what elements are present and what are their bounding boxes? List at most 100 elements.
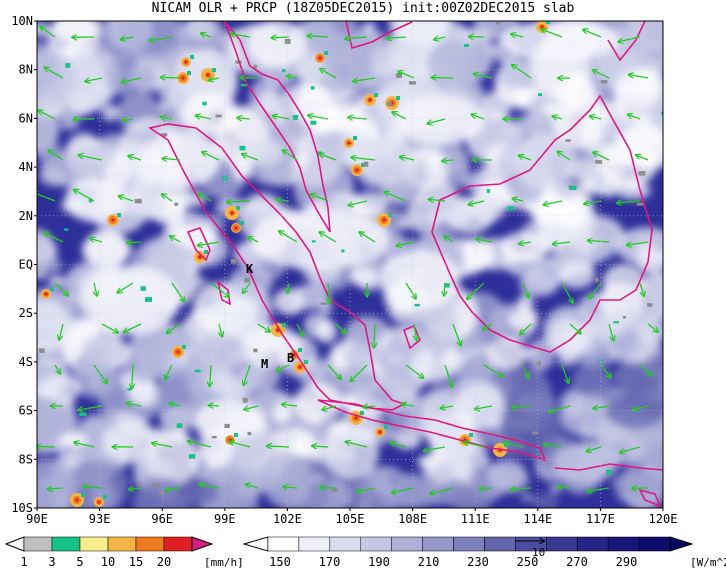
wind-arrow <box>117 282 134 293</box>
wind-arrow <box>633 405 649 410</box>
olr-color-swatch <box>607 536 640 552</box>
wind-arrow <box>129 488 142 489</box>
coast-se <box>638 488 662 508</box>
grid-lines <box>37 21 663 508</box>
wind-arrow <box>593 70 610 79</box>
wind-arrow <box>583 30 602 38</box>
wind-arrow <box>40 27 56 38</box>
wind-arrow <box>149 36 173 41</box>
wind-arrow <box>350 364 368 381</box>
precip-scale-label: 20 <box>157 555 171 569</box>
wind-arrow <box>357 487 376 492</box>
reference-vector-label: 10 <box>532 546 545 559</box>
wind-arrow <box>374 323 375 348</box>
lon-tick-label: 117E <box>586 512 615 526</box>
wind-arrow <box>201 33 212 37</box>
wind-arrow <box>504 442 524 448</box>
wind-arrow <box>430 487 454 494</box>
lon-tick-label: 96E <box>151 512 173 526</box>
wind-arrow <box>429 199 446 201</box>
wind-arrow <box>442 160 454 161</box>
coast-ne <box>607 21 646 62</box>
precip-color-swatch <box>51 536 81 552</box>
wind-arrow <box>90 238 103 242</box>
wind-arrow <box>219 323 222 337</box>
precip-color-swatch <box>163 536 193 552</box>
wind-arrow <box>132 364 133 388</box>
wind-arrow <box>166 488 181 490</box>
wind-arrow <box>161 117 173 119</box>
wind-arrow <box>271 37 290 38</box>
wind-arrow <box>209 78 220 80</box>
wind-arrow <box>79 155 103 161</box>
wind-arrow <box>511 488 532 489</box>
wind-arrow <box>188 441 212 448</box>
wind-arrow <box>162 194 173 202</box>
precip-color-swatch <box>107 536 137 552</box>
coast-lesser-sunda <box>554 463 663 471</box>
wind-arrow <box>467 282 485 299</box>
wind-arrow <box>618 36 641 42</box>
wind-arrow <box>196 116 212 120</box>
wind-arrow <box>210 364 211 386</box>
olr-scale-label: 250 <box>517 555 539 569</box>
lon-tick-label: 99E <box>214 512 236 526</box>
wind-arrow <box>312 446 329 447</box>
wind-arrow <box>243 364 251 385</box>
olr-scale-label: 170 <box>319 555 341 569</box>
map-title: NICAM OLR + PRCP (18Z05DEC2015) init:00Z… <box>151 1 575 16</box>
wind-arrow <box>320 232 337 243</box>
wind-arrow <box>74 442 95 448</box>
place-marker-b: B <box>287 351 294 365</box>
wind-arrow <box>600 364 611 378</box>
wind-arrow <box>37 446 56 447</box>
precip-color-swatch <box>79 536 109 552</box>
wind-arrow <box>557 152 571 161</box>
wind-arrow <box>584 201 602 204</box>
wind-arrow <box>308 115 329 120</box>
wind-arrow <box>44 232 64 243</box>
olr-color-swatch <box>360 536 392 552</box>
wind-vectors <box>37 27 658 494</box>
wind-arrow <box>553 242 571 244</box>
wind-arrow <box>593 406 610 409</box>
olr-scale-label: 230 <box>467 555 489 569</box>
wind-arrow <box>558 487 571 488</box>
olr-colorbar-labels: 150 170 190 210 230 250 270 290 <box>269 555 637 569</box>
lat-tick-label: 4N <box>19 160 33 174</box>
plot-area <box>37 21 663 508</box>
wind-arrow <box>101 323 118 333</box>
wind-arrow <box>441 406 454 408</box>
wind-arrow <box>639 282 644 296</box>
coast-java <box>317 399 547 462</box>
wind-arrow <box>124 323 142 332</box>
precip-color-swatch <box>23 536 53 552</box>
wind-arrow <box>636 155 649 161</box>
wind-arrow <box>171 282 184 301</box>
lat-tick-label: 4S <box>19 355 33 369</box>
wind-arrow <box>85 77 103 81</box>
wind-arrow <box>128 156 142 161</box>
lon-tick-label: 93E <box>89 512 111 526</box>
lon-tick-label: 90E <box>26 512 48 526</box>
wind-arrow <box>359 232 376 243</box>
lat-tick-label: 6N <box>19 111 33 125</box>
wind-arrow <box>587 446 602 451</box>
wind-arrow <box>629 75 649 79</box>
coast-borneo <box>431 94 653 353</box>
wind-arrow <box>474 74 493 79</box>
place-marker-m: M <box>261 357 268 371</box>
coastlines <box>147 21 663 508</box>
wind-arrow <box>520 323 532 334</box>
wind-arrow <box>127 242 142 243</box>
wind-arrow <box>198 194 212 202</box>
wind-arrow <box>542 29 563 38</box>
lat-tick-label: 2N <box>19 209 33 223</box>
wind-arrow <box>627 241 649 245</box>
wind-arrow <box>244 405 259 410</box>
wind-arrow <box>464 442 485 448</box>
wind-arrow <box>276 199 290 201</box>
wind-arrow <box>162 158 181 160</box>
coast-sumatra <box>147 123 407 411</box>
olr-scale-label: 210 <box>418 555 440 569</box>
